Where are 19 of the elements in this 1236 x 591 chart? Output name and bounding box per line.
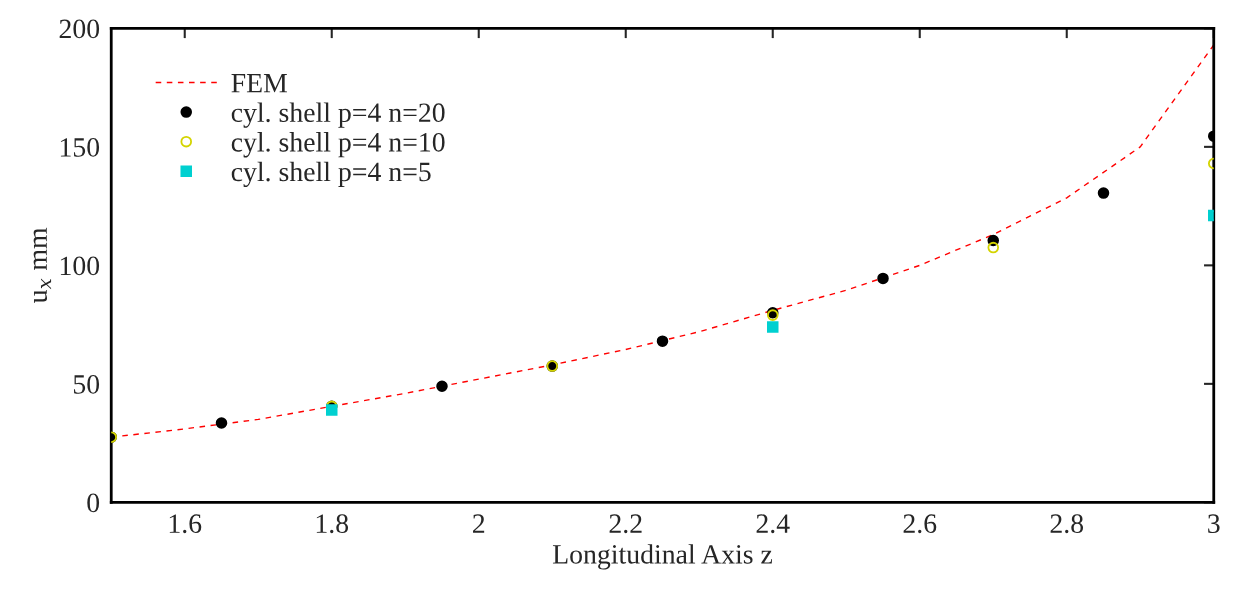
x-tick-label: 2.6 (903, 514, 937, 534)
y-tick-label: 100 (60, 256, 100, 276)
legend-label: cyl. shell p=4 n=5 (231, 161, 431, 187)
y-tick-label: 200 (59, 19, 100, 39)
legend-label: FEM (231, 74, 287, 93)
x-tick-label: 2.8 (1050, 514, 1084, 534)
y-tick-label: 150 (60, 138, 100, 157)
y-tick-label: 0 (87, 493, 100, 513)
x-tick-label: 3 (1208, 514, 1220, 534)
y-axis-title: u$_{x}$ mm (33, 227, 52, 304)
y-tick-label: 50 (73, 375, 100, 394)
x-axis-title: Longitudinal Axis z (552, 544, 773, 570)
legend-label: cyl. shell p=4 n=20 (231, 102, 445, 128)
x-tick-label: 1.8 (316, 514, 349, 534)
x-tick-label: 2.2 (609, 514, 642, 534)
x-tick-label: 2.4 (756, 514, 790, 534)
x-tick-label: 1.6 (169, 514, 202, 534)
legend-label: cyl. shell p=4 n=10 (231, 132, 445, 158)
x-tick-label: 2 (473, 514, 485, 533)
